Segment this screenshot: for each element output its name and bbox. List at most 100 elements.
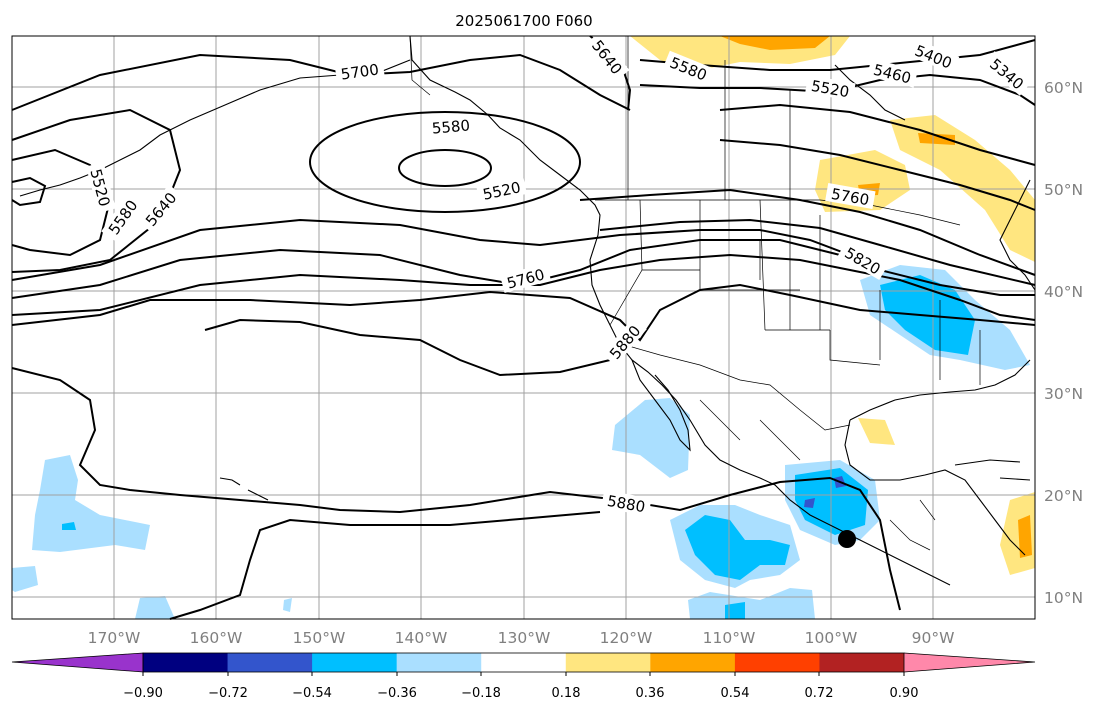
colorbar-tick-label: −0.36	[377, 686, 417, 701]
lon-tick-label: 120°W	[600, 629, 653, 647]
positive-anomaly-core	[918, 133, 955, 145]
negative-anomaly-extreme	[804, 498, 815, 508]
northeast-coastline	[999, 179, 1036, 291]
contour-northeast-5	[579, 188, 1036, 276]
label-backdrop	[426, 114, 476, 138]
negative-anomaly-region	[32, 455, 150, 552]
colorbar-tick-label: 0.90	[890, 686, 919, 701]
lat-tick-label: 10°N	[1044, 589, 1083, 607]
contour-5820	[11, 253, 1036, 321]
contour-5760-line	[11, 239, 1035, 299]
colorbar-segment	[481, 653, 567, 672]
colorbar-segment	[143, 653, 229, 672]
colorbar-tick-label: 0.36	[636, 686, 665, 701]
label-backdrop	[663, 50, 715, 86]
negative-anomaly-region	[12, 566, 38, 592]
contour-5760-west	[11, 218, 851, 281]
label-backdrop	[334, 58, 385, 84]
baja-peninsula	[631, 359, 691, 452]
map-panel: 5700 5640 5580 5460 5400 5340	[11, 32, 1036, 620]
contour-subtropic	[11, 367, 901, 611]
contour-label: 5580	[431, 116, 471, 137]
colorbar-extend-low	[12, 653, 143, 672]
colorbar-segment	[396, 653, 482, 672]
label-backdrop	[585, 32, 630, 82]
label-backdrop	[837, 240, 889, 281]
political-borders	[409, 35, 981, 551]
positive-anomaly-core	[720, 36, 830, 50]
colorbar-outline	[142, 652, 905, 673]
lat-tick-label: 60°N	[1044, 79, 1083, 97]
aleutian-chain	[19, 169, 101, 197]
label-backdrop	[476, 176, 527, 204]
storm-position-marker	[838, 530, 856, 548]
colorbar-segment	[565, 653, 651, 672]
label-backdrop	[601, 489, 652, 517]
lon-tick-label: 140°W	[395, 629, 448, 647]
colorbar-outline-right	[903, 652, 1036, 673]
lon-tick-label: 150°W	[293, 629, 346, 647]
label-backdrop	[499, 263, 551, 293]
negative-anomaly-region	[283, 598, 292, 612]
negative-anomaly-region	[135, 596, 175, 619]
hawaii-islands	[219, 477, 269, 501]
lat-tick-label: 20°N	[1044, 487, 1083, 505]
colorbar: −0.90 −0.72 −0.54 −0.36 −0.18 0.18 0.36 …	[11, 652, 1036, 701]
colorbar-tick-label: 0.54	[721, 686, 750, 701]
colorbar-tick-label: 0.72	[805, 686, 834, 701]
lon-tick-label: 100°W	[805, 629, 858, 647]
mexico-state-borders	[699, 399, 801, 461]
map-title: 2025061700 F060	[455, 12, 592, 30]
contour-northeast-6	[599, 218, 1036, 286]
colorbar-segments	[12, 653, 1035, 672]
lon-tick-label: 130°W	[498, 629, 551, 647]
colorbar-segment	[650, 653, 736, 672]
contour-northeast-3	[719, 103, 1036, 166]
contour-northeast-4	[719, 139, 1036, 211]
canadian-province-borders	[627, 36, 791, 200]
colorbar-tick-label: −0.90	[123, 686, 163, 701]
colorbar-tick-label: −0.18	[461, 686, 501, 701]
graticule	[12, 36, 1035, 619]
lon-tick-label: 160°W	[190, 629, 243, 647]
colorbar-extend-high	[904, 653, 1035, 672]
negative-anomaly-region	[688, 588, 815, 619]
label-backdrop	[867, 58, 918, 88]
contour-label: 5700	[340, 60, 380, 83]
colorbar-tick-label: −0.54	[292, 686, 332, 701]
contour-5580-west	[11, 148, 112, 257]
negative-anomaly-core	[685, 515, 790, 580]
longitude-axis: 170°W 160°W 150°W 140°W 130°W 120°W 110°…	[88, 629, 955, 647]
map-frame	[11, 35, 1036, 620]
colorbar-tick-label: −0.72	[208, 686, 248, 701]
contour-northeast-1	[639, 39, 1036, 71]
label-backdrop	[138, 184, 183, 233]
gulf-coastline	[849, 359, 1031, 421]
contour-5520-west	[11, 176, 47, 207]
positive-anomaly-core	[1018, 515, 1032, 558]
contour-loop-east-pacific	[204, 318, 611, 377]
negative-anomaly-core	[725, 602, 745, 619]
label-backdrop	[908, 38, 960, 74]
mexico-gulf-coast	[844, 419, 1026, 556]
lat-tick-label: 50°N	[1044, 181, 1083, 199]
anomaly-shading	[12, 36, 1035, 619]
lon-tick-label: 170°W	[88, 629, 141, 647]
label-backdrop	[86, 161, 116, 213]
lat-tick-label: 40°N	[1044, 283, 1083, 301]
latitude-axis: 60°N 50°N 40°N 30°N 20°N 10°N	[1044, 79, 1083, 607]
label-backdrop	[825, 182, 876, 210]
colorbar-segment	[734, 653, 820, 672]
label-backdrop	[602, 317, 647, 366]
positive-anomaly-region	[858, 418, 895, 445]
colorbar-tick-labels: −0.90 −0.72 −0.54 −0.36 −0.18 0.18 0.36 …	[123, 686, 918, 701]
lat-tick-label: 30°N	[1044, 385, 1083, 403]
hudson-bay-shore	[834, 64, 906, 121]
negative-anomaly-core	[62, 522, 76, 530]
us-mexico-border	[624, 344, 851, 431]
colorbar-segment	[819, 653, 905, 672]
negative-anomaly-region	[612, 398, 690, 478]
label-backdrop	[983, 51, 1032, 96]
colorbar-segment	[312, 653, 398, 672]
